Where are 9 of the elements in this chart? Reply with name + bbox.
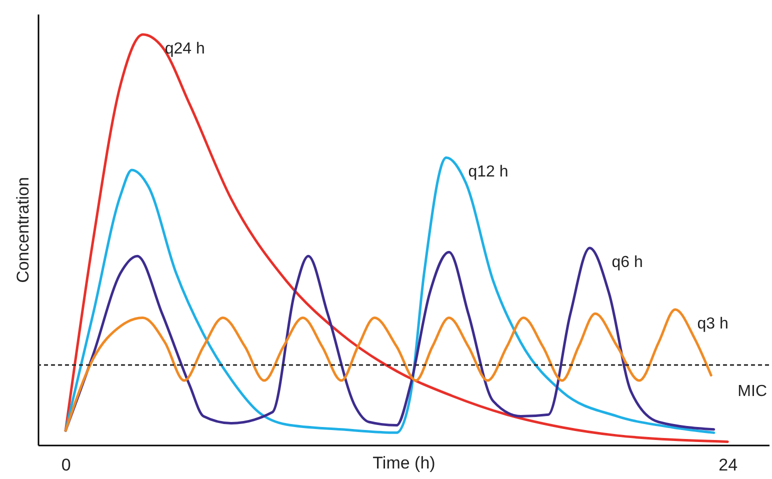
ref-line-label: MIC [738,382,767,400]
series-label: q24 h [164,40,205,58]
x-tick-label: 24 [718,456,738,474]
series-label: q6 h [612,254,643,271]
x-tick-label: 0 [61,456,71,474]
x-axis-title: Time (h) [372,454,436,472]
series-label: q3 h [697,316,728,333]
y-axis-title: Concentration [14,177,32,283]
series-label: q12 h [468,164,508,181]
